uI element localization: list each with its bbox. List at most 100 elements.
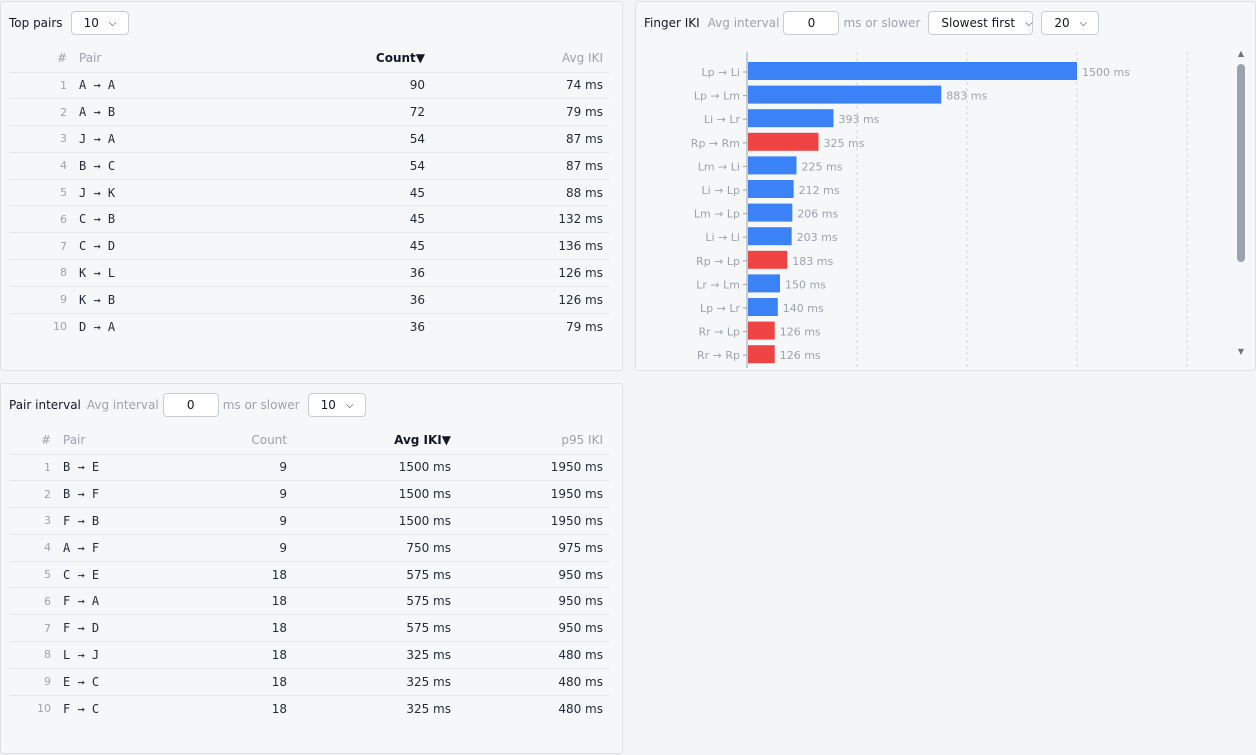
finger-limit-select[interactable]: 20 ⌵ <box>1041 11 1100 35</box>
cell-idx: 10 <box>37 702 51 716</box>
bar[interactable] <box>748 321 775 340</box>
table-row[interactable]: 10 D → A 36 79 ms <box>9 313 609 340</box>
table-header-row: # Pair Count Avg IKI▼ p95 IKI <box>9 426 609 455</box>
cell-avg: 79 ms <box>565 319 603 334</box>
cell-count: 36 <box>233 259 431 287</box>
y-tick-label: Li → Lr <box>704 113 741 126</box>
cell-pair: J → K <box>73 179 233 207</box>
cell-idx: 8 <box>9 259 73 287</box>
cell-count: 45 <box>233 232 431 261</box>
cell-idx: 3 <box>9 507 57 535</box>
finger-order-select[interactable]: Slowest first ⌵ <box>928 11 1034 35</box>
pair-interval-panel: Pair interval Avg interval ms or slower … <box>0 383 623 754</box>
table-header-row: # Pair Count▼ Avg IKI <box>9 44 609 73</box>
col-avg-header[interactable]: Avg IKI▼ <box>293 426 457 455</box>
col-count-header[interactable]: Count <box>157 426 293 455</box>
table-row[interactable]: 10 F → C 18 325 ms 480 ms <box>9 695 609 722</box>
y-tick-label: Lr → Lm <box>696 278 740 291</box>
col-pair-header[interactable]: Pair <box>57 426 157 455</box>
cell-avg: 79 ms <box>431 98 609 127</box>
scroll-down-icon[interactable]: ▼ <box>1237 347 1245 356</box>
bar[interactable] <box>748 132 819 151</box>
bar[interactable] <box>748 274 780 293</box>
cell-count: 45 <box>233 179 431 207</box>
cell-avg: 1500 ms <box>293 454 457 482</box>
bar[interactable] <box>748 156 797 175</box>
cell-avg: 575 ms <box>293 561 457 589</box>
cell-p95: 480 ms <box>457 668 609 696</box>
cell-pair: A → B <box>73 98 233 127</box>
cell-p95: 480 ms <box>457 641 609 669</box>
cell-count: 54 <box>233 152 431 180</box>
pair-interval-header: Pair interval Avg interval ms or slower … <box>9 393 366 417</box>
finger-order-value: Slowest first <box>941 16 1016 30</box>
top-pairs-limit-select[interactable]: 10 ⌵ <box>70 11 129 35</box>
finger-threshold-input[interactable] <box>783 11 840 35</box>
finger-iki-header: Finger IKI Avg interval ms or slower Slo… <box>644 11 1100 35</box>
bar[interactable] <box>748 227 792 246</box>
bar-value-label: 126 ms <box>780 349 821 362</box>
bar[interactable] <box>748 298 778 316</box>
cell-idx: 7 <box>9 614 57 643</box>
cell-count: 18 <box>157 668 293 696</box>
avg-interval-label: Avg interval <box>707 16 780 30</box>
cell-avg: 88 ms <box>431 179 609 207</box>
bar[interactable] <box>748 203 793 222</box>
cell-avg: 750 ms <box>293 534 457 562</box>
pair-threshold-input[interactable] <box>162 393 219 417</box>
col-p95-header[interactable]: p95 IKI <box>457 426 609 455</box>
cell-avg: 575 ms <box>293 614 457 643</box>
cell-avg: 325 ms <box>293 668 457 696</box>
y-tick-label: Rr → Rp <box>697 349 740 362</box>
bar[interactable] <box>748 180 794 198</box>
bar-value-label: 126 ms <box>780 326 821 339</box>
col-count-header[interactable]: Count▼ <box>233 44 431 73</box>
cell-count: 54 <box>233 125 431 153</box>
bar[interactable] <box>748 85 942 104</box>
cell-count: 18 <box>271 701 287 716</box>
y-tick-label: Rp → Lp <box>696 255 740 268</box>
cell-avg: 1500 ms <box>293 507 457 535</box>
bar-value-label: 225 ms <box>802 160 843 173</box>
cell-p95: 975 ms <box>457 534 609 562</box>
bar[interactable] <box>748 345 775 364</box>
bar[interactable] <box>748 250 788 269</box>
col-avg-header[interactable]: Avg IKI <box>431 44 609 73</box>
cell-pair: B → F <box>57 480 157 509</box>
bar[interactable] <box>748 62 1077 80</box>
scrollbar-thumb[interactable] <box>1237 64 1245 262</box>
cell-count: 9 <box>157 534 293 562</box>
scroll-up-icon[interactable]: ▲ <box>1237 49 1245 58</box>
cell-avg: 74 ms <box>431 72 609 100</box>
bar[interactable] <box>748 109 834 128</box>
cell-pair: F → D <box>57 614 157 643</box>
pair-limit-select[interactable]: 10 ⌵ <box>307 393 366 417</box>
cell-avg: 1500 ms <box>293 480 457 509</box>
cell-pair: F → A <box>57 587 157 616</box>
cell-avg: 87 ms <box>431 152 609 180</box>
bar-value-label: 140 ms <box>783 302 824 315</box>
cell-pair: C → B <box>73 205 233 234</box>
cell-pair: E → C <box>57 668 157 696</box>
col-pair-header[interactable]: Pair <box>73 44 233 73</box>
chart-scrollbar[interactable]: ▲ ▼ <box>1237 50 1245 356</box>
chevron-down-icon: ⌵ <box>1025 17 1033 29</box>
